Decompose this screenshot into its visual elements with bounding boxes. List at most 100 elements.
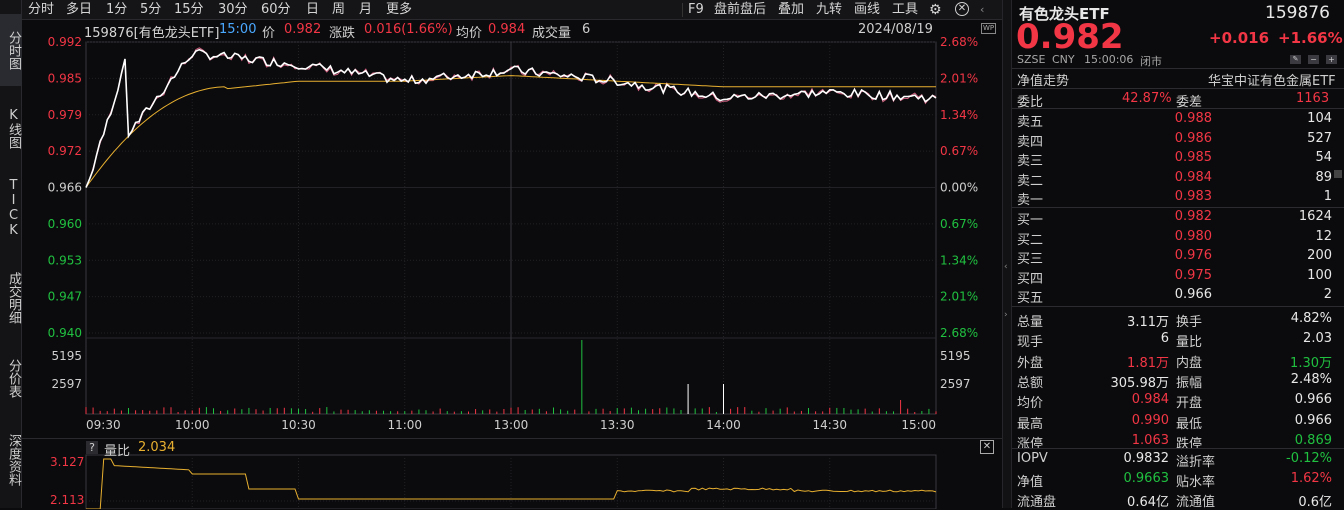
market-status: 闭市 [1140,55,1162,68]
stat-label: 最高 [1017,416,1044,432]
period-15min[interactable]: 15分 [174,2,204,17]
ask-volume: 89 [1315,169,1332,185]
left-view-bar: 分时图 K线图 TICK 成交明细 分价表 深度资料 [0,0,22,508]
period-multiday[interactable]: 多日 [66,2,93,17]
volume-tick-label: 2597 [940,377,971,391]
nav-value: 0.64亿 [1127,495,1169,510]
tools-button[interactable]: 工具 [892,2,919,17]
time-tick-label: 14:30 [812,418,847,432]
help-icon[interactable]: ? [86,441,98,454]
overlay-button[interactable]: 叠加 [778,2,805,17]
y-tick-label: 0.992 [48,35,82,49]
period-1min[interactable]: 1分 [106,2,128,17]
wp-icon[interactable]: WP [981,23,997,34]
remove-icon[interactable]: − [1308,55,1319,64]
nine-turn-button[interactable]: 九转 [816,2,843,17]
change-label: 涨跌 [329,26,356,41]
change-value: 0.016(1.66%) [364,22,453,37]
period-more[interactable]: 更多 [386,2,413,17]
pct-tick-label: 2.68% [940,326,978,340]
view-tab-price-table[interactable]: 分价表 [6,358,21,398]
close-panel-icon[interactable]: ✕ [980,440,994,454]
period-30min[interactable]: 30分 [218,2,248,17]
bid-level-label: 买二 [1017,232,1044,248]
period-timeshare[interactable]: 分时 [28,2,55,17]
weicha-value: 1163 [1296,91,1330,106]
chevron-left-icon[interactable]: ‹ [980,3,985,16]
volume-ratio-svg [85,454,937,509]
bid-price: 0.976 [1174,248,1212,263]
price-value: 0.982 [284,22,322,37]
bid-volume: 1624 [1298,209,1332,224]
time-tick-label: 15:00 [901,418,936,432]
period-5min[interactable]: 5分 [140,2,162,17]
stat-value: 0.990 [1131,412,1169,428]
time-tick-label: 10:00 [175,418,210,432]
gear-icon[interactable]: ⚙ [929,2,942,18]
view-tab-timeshare[interactable]: 分时图 [0,14,22,86]
close-icon[interactable]: ✕ [955,2,969,16]
bid-level-label: 买五 [1017,291,1044,306]
stat-value: 3.11万 [1127,315,1169,330]
divider [1012,88,1344,89]
volume-ratio-panel: ? 量比 2.034 3.127 2.113 ✕ [22,438,1002,509]
indicator-tick-bottom: 2.113 [50,493,85,507]
ask-volume: 54 [1315,150,1332,165]
draw-line-button[interactable]: 画线 [854,2,881,17]
pre-post-market-button[interactable]: 盘前盘后 [714,2,767,17]
view-tab-tick[interactable]: TICK [6,178,21,238]
bid-volume: 200 [1307,248,1332,263]
y-tick-label: 0.953 [48,253,82,267]
tracking-index-link[interactable]: 华宝中证有色金属ETF [1208,74,1336,89]
ask-level-label: 卖三 [1017,154,1044,169]
stat-value: 2.48% [1290,371,1332,387]
y-tick-label: 0.979 [48,108,82,122]
stat-value: 1.063 [1131,432,1169,448]
ask-price: 0.984 [1174,169,1212,185]
stat-value: 0.984 [1131,392,1169,408]
nav-value: 0.9832 [1123,451,1170,466]
ask-volume: 1 [1323,189,1332,204]
pct-tick-label: 0.00% [940,181,978,195]
period-60min[interactable]: 60分 [261,2,291,17]
view-tab-depth[interactable]: 深度资料 [6,434,21,486]
stat-label: 开盘 [1176,396,1203,412]
period-month[interactable]: 月 [359,2,373,17]
time-tick-label: 13:00 [494,418,529,432]
nav-label: 贴水率 [1176,475,1216,490]
divider [1012,306,1344,307]
period-week[interactable]: 周 [332,2,346,17]
pct-tick-label: 0.67% [940,217,978,231]
bid-level-label: 买一 [1017,213,1044,228]
time-tick-label: 09:30 [86,418,121,432]
avg-value: 0.984 [488,22,526,37]
edit-icon[interactable]: ✎ [1290,55,1301,64]
pct-tick-label: 1.34% [940,253,978,267]
time-tick-label: 14:00 [706,418,741,432]
bid-price: 0.982 [1174,209,1212,224]
pct-tick-label: 1.34% [940,108,978,122]
volume-tick-label: 2597 [51,377,82,391]
price-label: 价 [262,26,276,41]
y-tick-label: 0.947 [48,290,82,304]
collapse-left-icon[interactable]: ‹ [1004,262,1008,272]
nav-label: 溢折率 [1176,455,1216,470]
nav-trend-link[interactable]: 净值走势 [1017,74,1070,89]
indicator-label: 量比 [104,444,131,459]
view-tab-trade-detail[interactable]: 成交明细 [6,272,21,324]
toolbar-divider [682,3,683,17]
expand-right-icon[interactable]: › [1004,310,1008,320]
view-tab-kline[interactable]: K线图 [6,107,21,149]
period-day[interactable]: 日 [306,2,320,17]
f9-button[interactable]: F9 [688,2,704,17]
add-icon[interactable]: + [1326,55,1337,64]
volume-label: 成交量 [532,26,572,41]
stat-value: 305.98万 [1110,375,1170,391]
ask-level-label: 卖二 [1017,173,1044,189]
y-tick-label: 0.966 [48,181,82,195]
panel-splitter[interactable]: ‹ › [1002,0,1012,508]
security-name: 有色龙头ETF [1019,5,1110,23]
avg-label: 均价 [456,26,483,41]
scroll-handle[interactable] [1334,170,1342,178]
bid-volume: 100 [1307,267,1332,283]
